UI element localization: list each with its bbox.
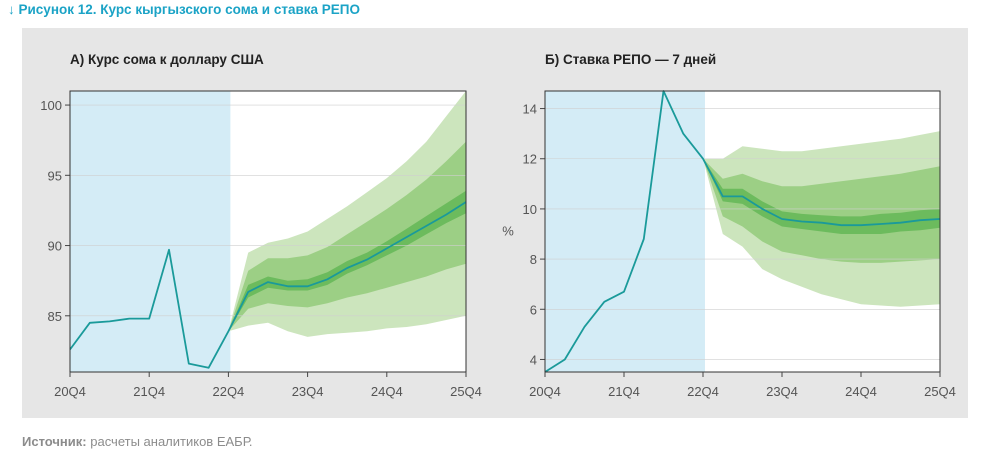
b-x-tick-label: 21Q4	[608, 384, 640, 399]
b-y-tick-label: 12	[523, 152, 537, 167]
b-y-tick-label: 14	[523, 102, 537, 117]
chart-b-repo-rate: Б) Ставка РЕПО — 7 дней 4 6 8 10 12 14 20Q4 21Q4…	[502, 52, 956, 399]
source-text: расчеты аналитиков ЕАБР.	[87, 434, 253, 449]
b-chart-title: Б) Ставка РЕПО — 7 дней	[545, 52, 716, 67]
b-x-tick-label: 23Q4	[766, 384, 798, 399]
a-y-tick-label: 100	[40, 98, 62, 113]
source-label: Источник:	[22, 434, 87, 449]
a-y-tick-label: 95	[48, 168, 62, 183]
b-y-axis-label: %	[502, 224, 514, 239]
b-y-tick-label: 10	[523, 202, 537, 217]
a-x-tick-label: 21Q4	[133, 384, 165, 399]
source-note: Источник: расчеты аналитиков ЕАБР.	[22, 434, 253, 449]
b-x-tick-label: 22Q4	[687, 384, 719, 399]
b-x-tick-label: 25Q4	[924, 384, 956, 399]
b-history-shading	[545, 91, 705, 372]
a-y-tick-label: 85	[48, 309, 62, 324]
a-x-tick-label: 24Q4	[371, 384, 403, 399]
a-x-tick-label: 22Q4	[212, 384, 244, 399]
a-history-shading	[70, 91, 230, 372]
a-x-tick-label: 23Q4	[292, 384, 324, 399]
a-chart-title: А) Курс сома к доллару США	[70, 52, 264, 67]
a-x-tick-label: 20Q4	[54, 384, 86, 399]
b-x-tick-label: 20Q4	[529, 384, 561, 399]
chart-a-exchange-rate: А) Курс сома к доллару США 85 90 95 100 20Q4 2…	[40, 52, 482, 399]
b-y-tick-label: 6	[530, 302, 537, 317]
a-x-tick-label: 25Q4	[450, 384, 482, 399]
b-x-tick-label: 24Q4	[845, 384, 877, 399]
b-y-tick-label: 4	[530, 352, 537, 367]
b-y-tick-label: 8	[530, 252, 537, 267]
a-y-tick-label: 90	[48, 239, 62, 254]
